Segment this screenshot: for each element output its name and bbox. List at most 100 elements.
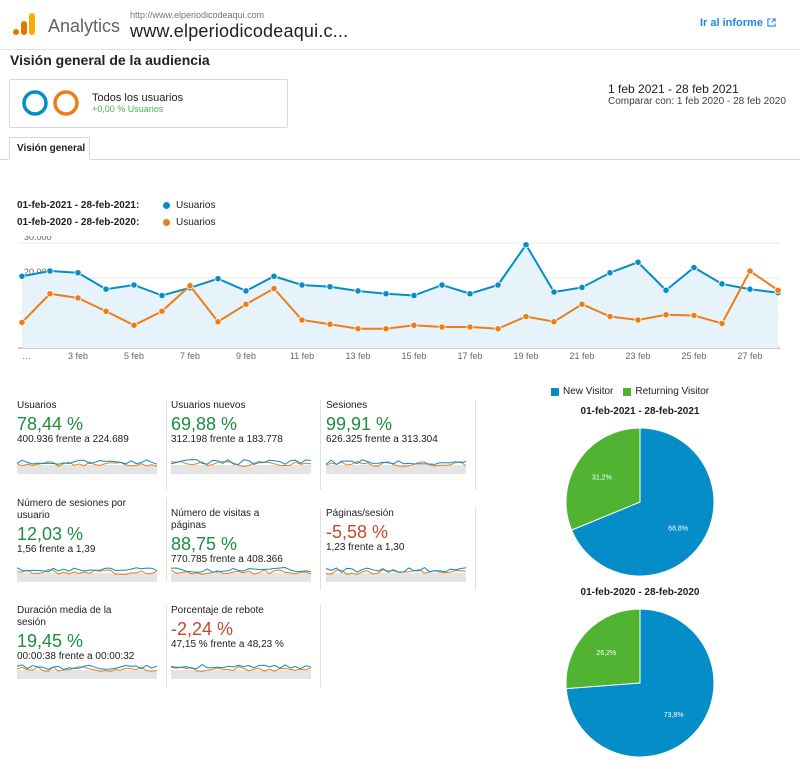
data-point[interactable] xyxy=(298,281,306,289)
data-point[interactable] xyxy=(494,325,502,333)
data-point[interactable] xyxy=(550,318,558,326)
data-point[interactable] xyxy=(214,275,222,283)
data-point[interactable] xyxy=(242,300,250,308)
pie-slice-returning-visitor[interactable] xyxy=(566,609,641,690)
metric-card[interactable]: Porcentaje de rebote -2,24 % 47,15 % frent… xyxy=(171,605,321,687)
metric-label: Usuarios xyxy=(17,400,57,411)
data-point[interactable] xyxy=(550,288,558,296)
metric-sparkline xyxy=(326,566,466,582)
metric-card[interactable]: Usuarios nuevos 69,88 % 312.198 frente a 1… xyxy=(171,400,321,490)
metric-value: -2,24 % xyxy=(171,619,234,639)
data-point[interactable] xyxy=(494,281,502,289)
data-point[interactable] xyxy=(46,267,54,275)
x-tick-label: 3 feb xyxy=(68,351,88,361)
metric-card[interactable]: Sesiones 99,91 % 626.325 frente a 313.304 xyxy=(326,400,476,490)
x-tick-label: 23 feb xyxy=(625,351,650,361)
metric-card[interactable]: Páginas/sesión -5,58 % 1,23 frente a 1,30 xyxy=(326,508,476,590)
legend-range: 01-feb-2021 - 28-feb-2021: xyxy=(17,200,140,211)
y-tick-label: 20.000 xyxy=(24,267,52,277)
data-point[interactable] xyxy=(102,307,110,315)
data-point[interactable] xyxy=(522,312,530,321)
data-point[interactable] xyxy=(662,311,670,319)
metric-label: Sesiones xyxy=(326,400,368,411)
data-point[interactable] xyxy=(578,283,586,292)
data-point[interactable] xyxy=(438,281,446,289)
data-point[interactable] xyxy=(242,287,250,295)
data-point[interactable] xyxy=(690,311,698,320)
segment-circles-icon xyxy=(22,90,79,116)
data-point[interactable] xyxy=(270,272,278,280)
data-point[interactable] xyxy=(18,318,26,327)
metric-value: -5,58 % xyxy=(326,522,389,542)
data-point[interactable] xyxy=(578,300,586,308)
data-point[interactable] xyxy=(130,321,138,329)
app-name: Analytics xyxy=(48,16,121,36)
data-point[interactable] xyxy=(382,325,390,333)
data-point[interactable] xyxy=(298,316,306,324)
data-point[interactable] xyxy=(214,318,222,326)
pie-chart-current[interactable]: 68,8% 31,2% xyxy=(566,428,714,576)
data-point[interactable] xyxy=(522,241,530,249)
pie-value-label: 68,8% xyxy=(668,526,688,533)
report-link[interactable]: Ir al informe xyxy=(700,17,776,29)
data-point[interactable] xyxy=(634,316,642,324)
segment-name: Todos los usuarios xyxy=(92,92,184,104)
metric-sparkline xyxy=(171,663,311,679)
data-point[interactable] xyxy=(382,290,390,298)
data-point[interactable] xyxy=(186,282,194,290)
data-point[interactable] xyxy=(746,267,754,275)
analytics-logo-icon xyxy=(13,13,35,35)
date-range[interactable]: 1 feb 2021 - 28 feb 2021 xyxy=(608,82,739,96)
data-point[interactable] xyxy=(158,307,166,315)
data-point[interactable] xyxy=(354,325,362,333)
legend-swatch-returning xyxy=(623,387,632,396)
metric-label: Número de visitas a páginas xyxy=(171,508,260,531)
data-point[interactable] xyxy=(74,269,82,277)
data-point[interactable] xyxy=(438,323,446,331)
metric-value: 19,45 % xyxy=(17,631,84,651)
pie-chart-previous[interactable]: 73,8% 26,2% xyxy=(566,609,714,757)
metric-card[interactable]: Número de visitas a páginas 88,75 % 770.78… xyxy=(171,508,321,590)
pie-slice-returning-visitor[interactable] xyxy=(566,428,641,531)
x-tick-label: 21 feb xyxy=(569,351,594,361)
data-point[interactable] xyxy=(466,323,474,331)
data-point[interactable] xyxy=(410,291,418,300)
legend-dot xyxy=(163,219,170,226)
data-point[interactable] xyxy=(46,290,54,298)
pie-legend-new: New Visitor xyxy=(563,386,614,397)
data-point[interactable] xyxy=(354,287,362,295)
x-tick-label: 17 feb xyxy=(457,351,482,361)
tab-overview[interactable]: Visión general xyxy=(9,137,90,160)
tab-divider xyxy=(0,159,800,160)
data-point[interactable] xyxy=(102,285,110,293)
metric-sparkline xyxy=(171,566,311,582)
pie-slice-new-visitor[interactable] xyxy=(570,428,714,576)
data-point[interactable] xyxy=(326,320,334,328)
data-point[interactable] xyxy=(690,263,698,272)
data-point[interactable] xyxy=(662,286,670,294)
x-tick-label: 25 feb xyxy=(681,351,706,361)
external-link-icon xyxy=(767,18,776,27)
data-point[interactable] xyxy=(74,294,82,302)
data-point[interactable] xyxy=(746,285,754,293)
segment-selector[interactable] xyxy=(9,79,288,128)
data-point[interactable] xyxy=(270,284,278,293)
data-point[interactable] xyxy=(410,321,418,329)
site-name[interactable]: www.elperiodicodeaqui.c... xyxy=(130,21,349,41)
data-point[interactable] xyxy=(634,258,642,266)
data-point[interactable] xyxy=(718,280,726,288)
data-point[interactable] xyxy=(130,281,138,289)
data-point[interactable] xyxy=(774,286,782,294)
data-point[interactable] xyxy=(606,312,614,321)
data-point[interactable] xyxy=(466,290,474,298)
data-point[interactable] xyxy=(606,269,614,277)
data-point[interactable] xyxy=(18,272,26,280)
metric-card[interactable]: Usuarios 78,44 % 400.936 frente a 224.689 xyxy=(17,400,167,490)
data-point[interactable] xyxy=(718,319,726,328)
series-line-previous xyxy=(21,269,779,330)
data-point[interactable] xyxy=(158,291,166,300)
metric-card[interactable]: Duración media de la sesión 19,45 % 00:00:… xyxy=(17,605,167,687)
metric-card[interactable]: Número de sesiones por usuario 12,03 % 1,5… xyxy=(17,498,167,582)
data-point[interactable] xyxy=(326,283,334,291)
